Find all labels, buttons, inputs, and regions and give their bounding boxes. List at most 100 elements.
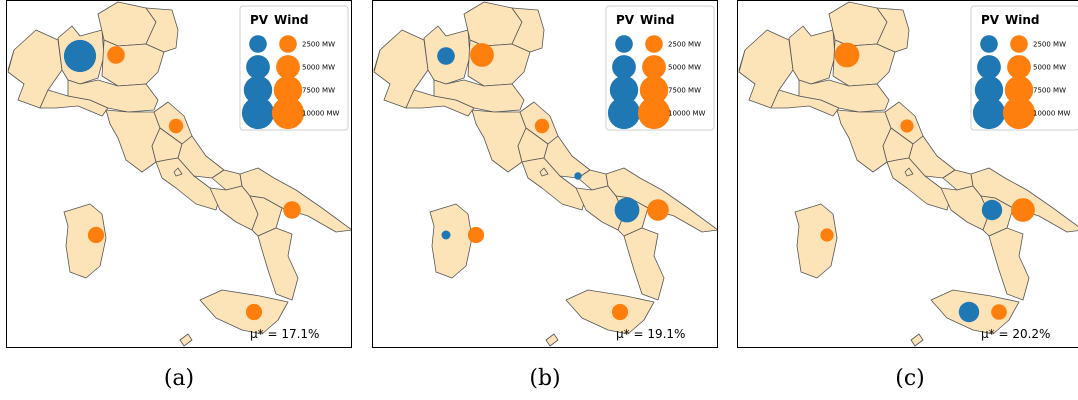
wind-marker-north-east bbox=[834, 42, 860, 68]
legend-size-label: 2500 MW bbox=[668, 41, 701, 49]
legend-size-label: 2500 MW bbox=[302, 41, 335, 49]
legend-size-label: 5000 MW bbox=[1033, 64, 1066, 72]
legend-pv-marker bbox=[607, 96, 641, 130]
installation-markers bbox=[820, 42, 1035, 323]
map-panel-a: PV Wind 2500 MW 5000 MW 7500 MW 10000 MW μ* =… bbox=[6, 0, 352, 348]
wind-marker-south-east bbox=[647, 199, 669, 221]
mu-value: μ* = 19.1% bbox=[616, 327, 685, 341]
legend-pv-header: PV bbox=[981, 13, 1000, 27]
installation-markers bbox=[437, 43, 669, 321]
pv-marker-south bbox=[981, 199, 1003, 221]
region-friuli bbox=[511, 7, 545, 53]
legend-pv-marker bbox=[241, 96, 275, 130]
legend-size-label: 5000 MW bbox=[668, 64, 701, 72]
pv-marker-north-west bbox=[437, 47, 455, 65]
legend-pv-marker bbox=[974, 75, 1004, 105]
legend-wind-marker bbox=[279, 35, 297, 53]
legend-pv-marker bbox=[246, 55, 270, 79]
legend-size-label: 7500 MW bbox=[668, 87, 701, 95]
legend-wind-marker bbox=[276, 55, 300, 79]
legend-size-label: 10000 MW bbox=[302, 110, 340, 118]
map-panel-b: PV Wind 2500 MW 5000 MW 7500 MW 10000 MW μ* =… bbox=[372, 0, 718, 348]
pv-marker-north-west bbox=[63, 39, 97, 73]
legend-pv-header: PV bbox=[250, 13, 269, 27]
region-calabria bbox=[257, 227, 299, 301]
caption-c: (c) bbox=[895, 366, 925, 391]
legend-wind-marker bbox=[1004, 75, 1034, 105]
region-sardegna bbox=[63, 203, 107, 279]
map-frame bbox=[372, 0, 718, 348]
wind-marker-sicily bbox=[991, 304, 1007, 320]
legend-pv-marker bbox=[243, 75, 273, 105]
wind-marker-south-east bbox=[283, 201, 301, 219]
region-lombardia bbox=[788, 25, 836, 85]
pv-marker-sardinia bbox=[441, 230, 451, 240]
legend-pv-marker bbox=[980, 35, 998, 53]
mu-value: μ* = 17.1% bbox=[250, 327, 319, 341]
region-toscana bbox=[105, 109, 161, 173]
mu-value: μ* = 20.2% bbox=[981, 327, 1050, 341]
italy-map-b: PV Wind 2500 MW 5000 MW 7500 MW 10000 MW μ* =… bbox=[372, 0, 718, 348]
capacity-legend: PV Wind 2500 MW 5000 MW 7500 MW 10000 MW bbox=[239, 5, 349, 131]
legend-wind-marker bbox=[637, 96, 671, 130]
pv-marker-center-south bbox=[574, 172, 582, 180]
legend-pv-header: PV bbox=[616, 13, 635, 27]
wind-marker-sardinia bbox=[467, 226, 485, 244]
region-pantelleria bbox=[545, 333, 559, 347]
region-calabria bbox=[988, 227, 1030, 301]
legend-wind-marker bbox=[1002, 96, 1036, 130]
legend-wind-header: Wind bbox=[274, 13, 308, 27]
legend-size-label: 10000 MW bbox=[1033, 110, 1071, 118]
legend-wind-header: Wind bbox=[1005, 13, 1039, 27]
wind-marker-sicily bbox=[245, 303, 263, 321]
legend-size-label: 2500 MW bbox=[1033, 41, 1066, 49]
wind-marker-north-east bbox=[470, 43, 494, 67]
legend-pv-marker bbox=[612, 55, 636, 79]
region-emilia bbox=[433, 79, 525, 113]
wind-marker-center-east bbox=[534, 118, 550, 134]
legend-wind-marker bbox=[271, 96, 305, 130]
legend-wind-marker bbox=[273, 75, 303, 105]
pv-marker-sicily bbox=[958, 301, 980, 323]
region-elba bbox=[904, 167, 914, 177]
pv-marker-south bbox=[614, 197, 640, 223]
region-emilia bbox=[67, 79, 159, 113]
region-pantelleria bbox=[910, 333, 924, 347]
legend-pv-marker bbox=[972, 96, 1006, 130]
map-frame bbox=[737, 0, 1078, 348]
legend-pv-marker bbox=[615, 35, 633, 53]
capacity-legend: PV Wind 2500 MW 5000 MW 7500 MW 10000 MW bbox=[970, 5, 1078, 131]
region-elba bbox=[539, 167, 549, 177]
region-sardegna bbox=[794, 203, 838, 279]
capacity-legend: PV Wind 2500 MW 5000 MW 7500 MW 10000 MW bbox=[605, 5, 715, 131]
legend-wind-marker bbox=[645, 35, 663, 53]
legend-size-label: 5000 MW bbox=[302, 64, 335, 72]
legend-pv-marker bbox=[609, 75, 639, 105]
legend-size-label: 10000 MW bbox=[668, 110, 706, 118]
region-friuli bbox=[876, 7, 910, 53]
region-sardegna bbox=[429, 203, 473, 279]
wind-marker-south-east bbox=[1011, 198, 1035, 222]
legend-wind-marker bbox=[1007, 55, 1031, 79]
wind-marker-north-east bbox=[107, 46, 125, 64]
region-toscana bbox=[471, 109, 527, 173]
legend-size-label: 7500 MW bbox=[1033, 87, 1066, 95]
legend-pv-marker bbox=[249, 35, 267, 53]
legend-wind-marker bbox=[1010, 35, 1028, 53]
region-calabria bbox=[623, 227, 665, 301]
caption-b: (b) bbox=[529, 366, 561, 391]
installation-markers bbox=[63, 39, 301, 321]
wind-marker-sardinia bbox=[87, 226, 105, 244]
wind-marker-center-east bbox=[900, 119, 914, 133]
legend-wind-marker bbox=[639, 75, 669, 105]
italy-map-c: PV Wind 2500 MW 5000 MW 7500 MW 10000 MW μ* =… bbox=[737, 0, 1078, 348]
legend-size-label: 7500 MW bbox=[302, 87, 335, 95]
map-panel-c: PV Wind 2500 MW 5000 MW 7500 MW 10000 MW μ* =… bbox=[737, 0, 1078, 348]
legend-wind-marker bbox=[642, 55, 666, 79]
region-sicilia bbox=[565, 289, 655, 335]
region-elba bbox=[173, 167, 183, 177]
italy-regions bbox=[373, 1, 718, 347]
map-frame bbox=[6, 0, 352, 348]
legend-pv-marker bbox=[977, 55, 1001, 79]
region-sicilia bbox=[199, 289, 289, 335]
